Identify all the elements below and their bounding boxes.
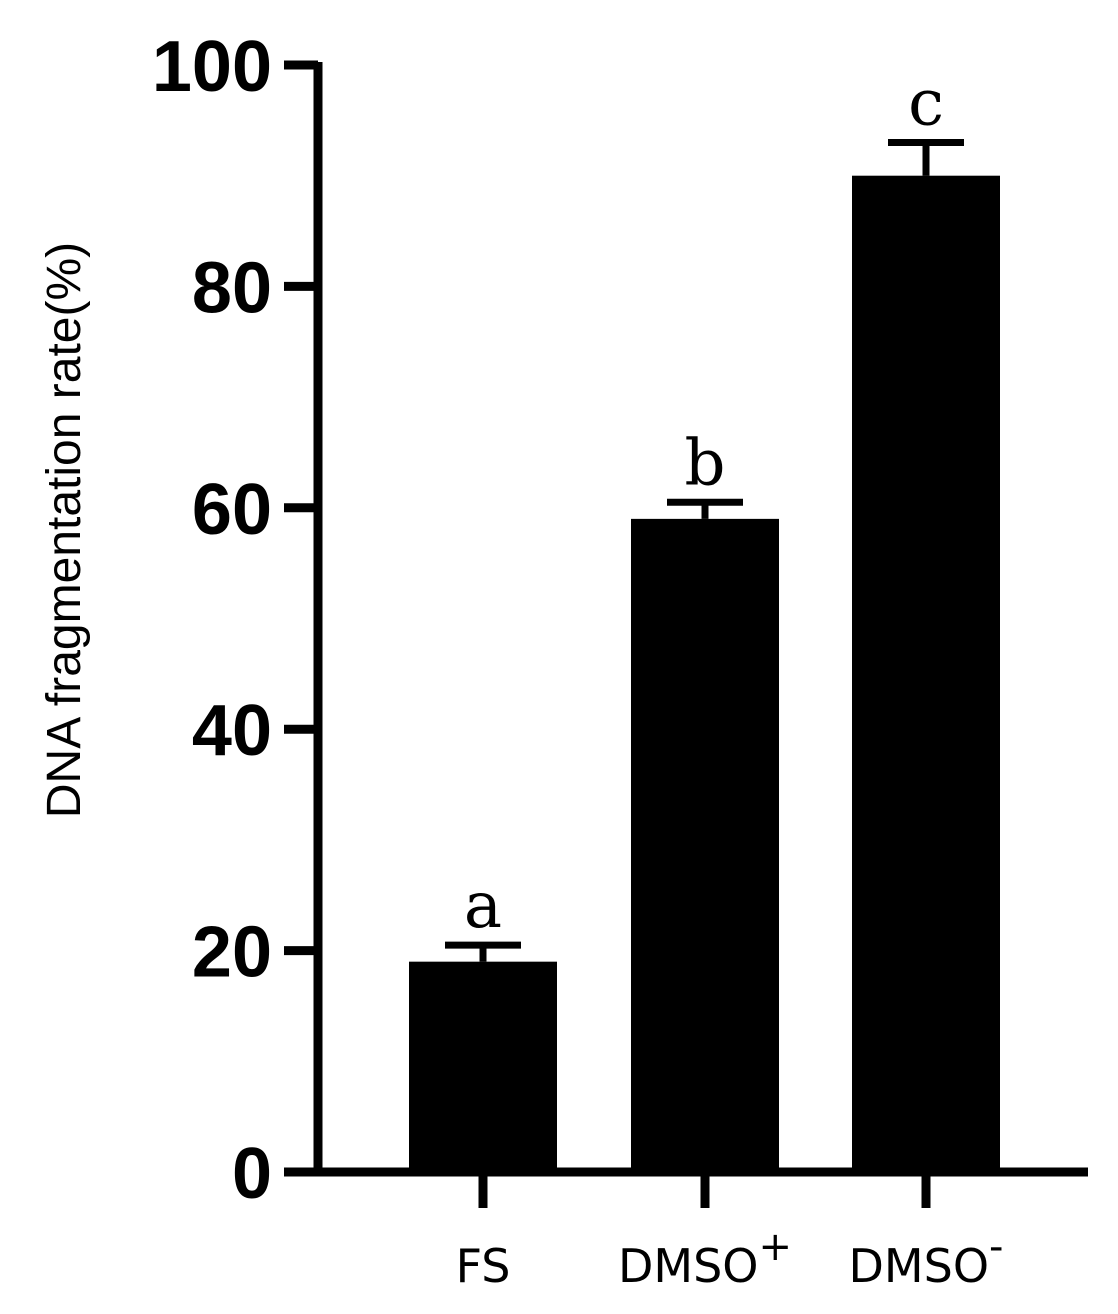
y-tick-label: 20 <box>192 913 272 993</box>
y-tick-label: 60 <box>192 470 272 550</box>
y-axis-title: DNA fragmentation rate(%) <box>38 242 91 818</box>
category-labels: FS DMSO+ DMSO- <box>456 1224 1004 1293</box>
y-tick-label: 80 <box>192 248 272 328</box>
category-label: FS <box>456 1239 511 1293</box>
bars: a b c <box>409 66 1000 1172</box>
category-label: DMSO- <box>849 1224 1004 1293</box>
category-label: DMSO+ <box>618 1224 792 1293</box>
bar <box>409 961 557 1172</box>
y-axis: 0 20 40 60 80 100 <box>152 27 323 1214</box>
bar <box>631 518 779 1172</box>
significance-letter: b <box>685 426 726 500</box>
y-tick-label: 40 <box>192 691 272 771</box>
x-axis <box>314 1167 1088 1208</box>
y-tick-label: 0 <box>232 1134 272 1214</box>
y-tick-label: 100 <box>152 27 272 107</box>
significance-letter: c <box>908 66 944 140</box>
significance-letter: a <box>464 869 502 943</box>
bar <box>852 175 1000 1172</box>
